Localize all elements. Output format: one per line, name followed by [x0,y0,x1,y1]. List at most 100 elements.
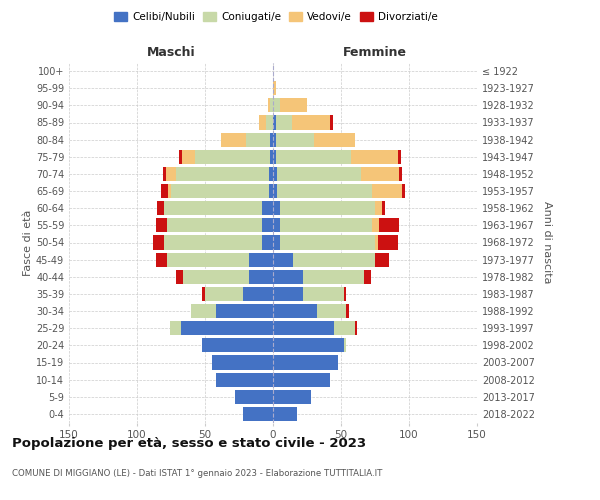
Bar [273,304,317,318]
Bar [273,338,344,352]
Bar [183,270,248,284]
Bar [273,201,280,215]
Bar [270,132,273,146]
Bar [154,236,164,250]
Y-axis label: Anni di nascita: Anni di nascita [542,201,551,284]
Bar [273,98,280,112]
Bar [292,116,330,130]
Bar [157,201,164,215]
Bar [161,184,168,198]
Bar [277,167,361,181]
Bar [269,184,273,198]
Bar [400,167,402,181]
Bar [273,321,334,335]
Bar [273,116,276,130]
Bar [273,390,311,404]
Bar [334,321,355,335]
Bar [163,167,166,181]
Bar [243,407,273,421]
Bar [262,218,273,232]
Bar [273,150,276,164]
Legend: Celibi/Nubili, Coniugati/e, Vedovi/e, Divorziati/e: Celibi/Nubili, Coniugati/e, Vedovi/e, Di… [110,8,442,26]
Bar [273,270,303,284]
Bar [156,218,167,232]
Bar [202,338,273,352]
Bar [379,218,400,232]
Bar [262,201,273,215]
Bar [350,150,398,164]
Bar [259,116,266,130]
Bar [243,287,273,301]
Bar [276,132,314,146]
Bar [176,167,269,181]
Bar [181,321,273,335]
Bar [273,81,276,95]
Bar [167,252,248,266]
Bar [248,270,273,284]
Bar [269,167,273,181]
Bar [375,252,389,266]
Bar [280,218,372,232]
Bar [277,184,372,198]
Bar [270,150,273,164]
Bar [179,150,182,164]
Bar [176,270,183,284]
Bar [216,372,273,386]
Bar [273,252,293,266]
Bar [216,304,273,318]
Bar [382,201,385,215]
Bar [303,270,364,284]
Bar [248,252,273,266]
Bar [280,98,307,112]
Y-axis label: Fasce di età: Fasce di età [23,210,33,276]
Bar [273,407,298,421]
Text: Maschi: Maschi [146,46,196,59]
Bar [171,184,269,198]
Bar [375,236,378,250]
Bar [202,287,205,301]
Bar [164,236,262,250]
Bar [196,150,270,164]
Bar [266,116,273,130]
Bar [273,356,338,370]
Bar [273,184,277,198]
Bar [378,236,398,250]
Bar [191,304,216,318]
Bar [372,218,379,232]
Bar [364,270,371,284]
Bar [273,132,276,146]
Bar [273,287,303,301]
Bar [268,98,270,112]
Bar [212,356,273,370]
Bar [170,321,181,335]
Bar [314,132,355,146]
Bar [344,287,346,301]
Bar [276,116,292,130]
Bar [280,201,375,215]
Bar [167,218,262,232]
Text: Popolazione per età, sesso e stato civile - 2023: Popolazione per età, sesso e stato civil… [12,438,366,450]
Text: COMUNE DI MIGGIANO (LE) - Dati ISTAT 1° gennaio 2023 - Elaborazione TUTTITALIA.I: COMUNE DI MIGGIANO (LE) - Dati ISTAT 1° … [12,469,382,478]
Bar [182,150,196,164]
Bar [355,321,358,335]
Bar [293,252,375,266]
Bar [303,287,344,301]
Bar [273,236,280,250]
Bar [402,184,405,198]
Bar [276,150,350,164]
Bar [205,287,243,301]
Bar [221,132,246,146]
Bar [372,184,402,198]
Bar [168,184,171,198]
Bar [156,252,167,266]
Text: Femmine: Femmine [343,46,407,59]
Bar [375,201,382,215]
Bar [398,150,401,164]
Bar [346,304,349,318]
Bar [361,167,400,181]
Bar [280,236,375,250]
Bar [330,116,333,130]
Bar [235,390,273,404]
Bar [164,201,262,215]
Bar [273,218,280,232]
